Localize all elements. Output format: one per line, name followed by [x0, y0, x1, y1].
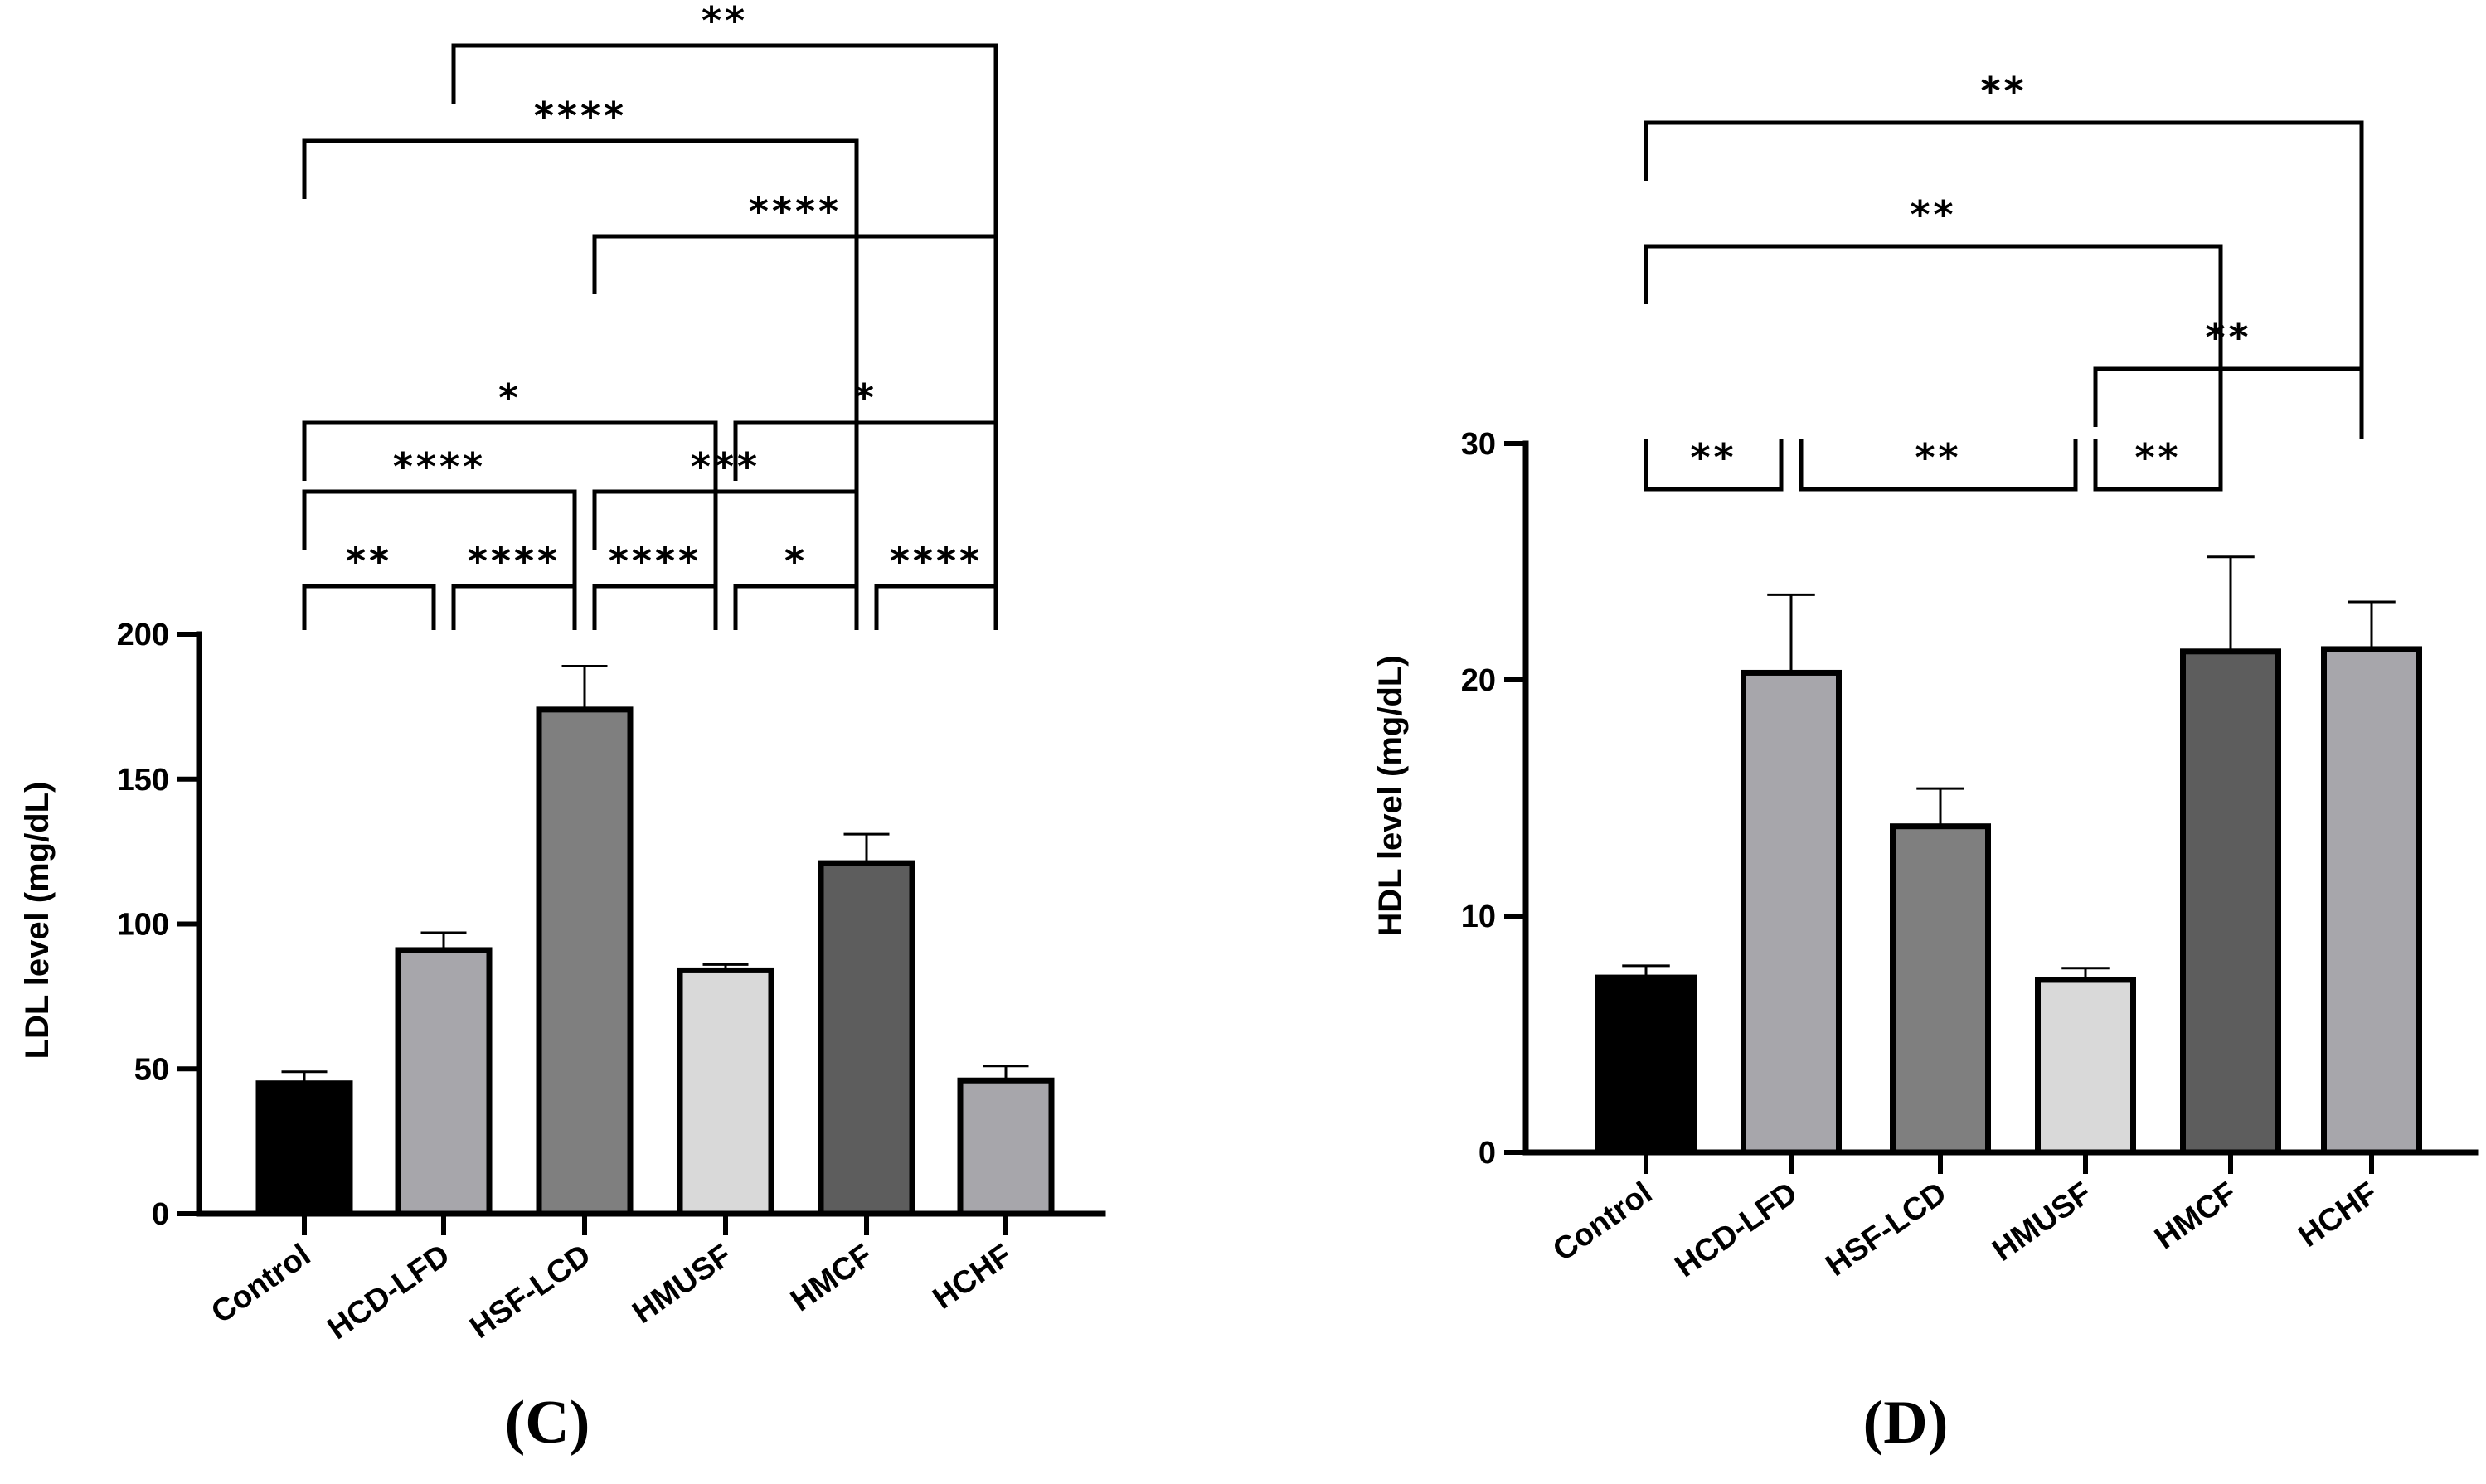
bar-hcd-lfd: [395, 947, 493, 1217]
bar-hmcf: [818, 860, 915, 1217]
significance-bracket: [1644, 120, 2364, 439]
significance-label: ****: [890, 539, 983, 584]
x-tick-label: HCD-LFD: [322, 1238, 456, 1346]
significance-bracket: [874, 584, 998, 630]
panel-d-chart: 0 10 20 30 Control HCD-LFD HSF-LCD HMUSF HMCF HCH…: [1372, 69, 2479, 1457]
significance-bracket: [592, 584, 718, 630]
x-tick-label: HMCF: [2149, 1176, 2243, 1256]
bar-hmusf: [677, 967, 774, 1217]
significance-bracket: [451, 43, 998, 630]
significance-label: *: [784, 539, 808, 584]
panel-c-chart: 0 50 100 150 200 Control HCD-LFD HSF-LCD HMUSF HM…: [19, 0, 1106, 1457]
significance-bracket: [302, 489, 577, 630]
y-tick-label: 30: [1461, 427, 1496, 462]
significance-label: **: [702, 0, 748, 43]
significance-label: **: [2134, 435, 2181, 480]
bar-hsf-lcd: [536, 706, 634, 1217]
bar-hmusf: [2035, 977, 2136, 1156]
significance-label: **: [1910, 192, 1956, 237]
significance-label: ****: [468, 539, 561, 584]
panel-label: (D): [1863, 1389, 1949, 1457]
significance-label: ****: [609, 539, 702, 584]
significance-bracket: [2093, 366, 2364, 439]
significance-label: ****: [534, 94, 627, 138]
significance-label: ****: [749, 189, 842, 234]
bar-hsf-lcd: [1890, 823, 1991, 1156]
significance-label: *: [498, 376, 522, 420]
significance-label: ***: [691, 444, 760, 489]
significance-bracket: [733, 584, 859, 630]
bar-hchf: [2321, 646, 2422, 1156]
significance-label: **: [1980, 69, 2027, 114]
y-axis-title: HDL level (mg/dL): [1372, 655, 1409, 936]
significance-bracket: [2093, 439, 2223, 492]
significance-bracket: [733, 420, 998, 630]
significance-bracket: [302, 138, 859, 630]
significance-bracket: [1644, 244, 2223, 439]
y-tick-label: 20: [1461, 663, 1496, 698]
x-tick-label: HMCF: [784, 1238, 879, 1318]
bar-control: [1595, 974, 1697, 1156]
x-tick-label: Control: [1546, 1176, 1658, 1268]
significance-bracket: [1799, 439, 2078, 492]
significance-label: **: [2205, 315, 2251, 360]
y-axis-title: LDL level (mg/dL): [19, 782, 56, 1060]
significance-label: **: [1915, 435, 1961, 480]
y-tick-label: 10: [1461, 900, 1496, 934]
y-tick-label: 0: [1478, 1136, 1496, 1171]
significance-bracket: [302, 420, 718, 630]
y-tick-label: 50: [134, 1052, 169, 1087]
panel-label: (C): [505, 1389, 590, 1457]
x-tick-label: HMUSF: [626, 1238, 738, 1331]
x-tick-label: HCHF: [927, 1238, 1019, 1317]
x-tick-label: HCD-LFD: [1669, 1176, 1804, 1284]
y-tick-label: 150: [117, 763, 169, 798]
bar-control: [255, 1080, 353, 1217]
bar-hmcf: [2180, 648, 2281, 1156]
significance-bracket: [451, 584, 577, 630]
y-tick-label: 200: [117, 618, 169, 652]
x-tick-label: HMUSF: [1986, 1176, 2098, 1268]
y-tick-label: 100: [117, 908, 169, 943]
bar-hchf: [957, 1077, 1055, 1217]
x-tick-label: HSF-LCD: [1819, 1176, 1953, 1283]
y-tick-label: 0: [152, 1197, 169, 1232]
significance-bracket: [302, 584, 436, 630]
x-tick-label: Control: [205, 1238, 317, 1331]
x-tick-label: HCHF: [2293, 1176, 2385, 1254]
x-tick-label: HSF-LCD: [464, 1238, 597, 1346]
significance-label: ****: [393, 444, 486, 489]
bar-hcd-lfd: [1741, 669, 1842, 1156]
significance-bracket: [1644, 439, 1784, 492]
significance-label: **: [1690, 435, 1736, 480]
significance-label: **: [346, 539, 392, 584]
